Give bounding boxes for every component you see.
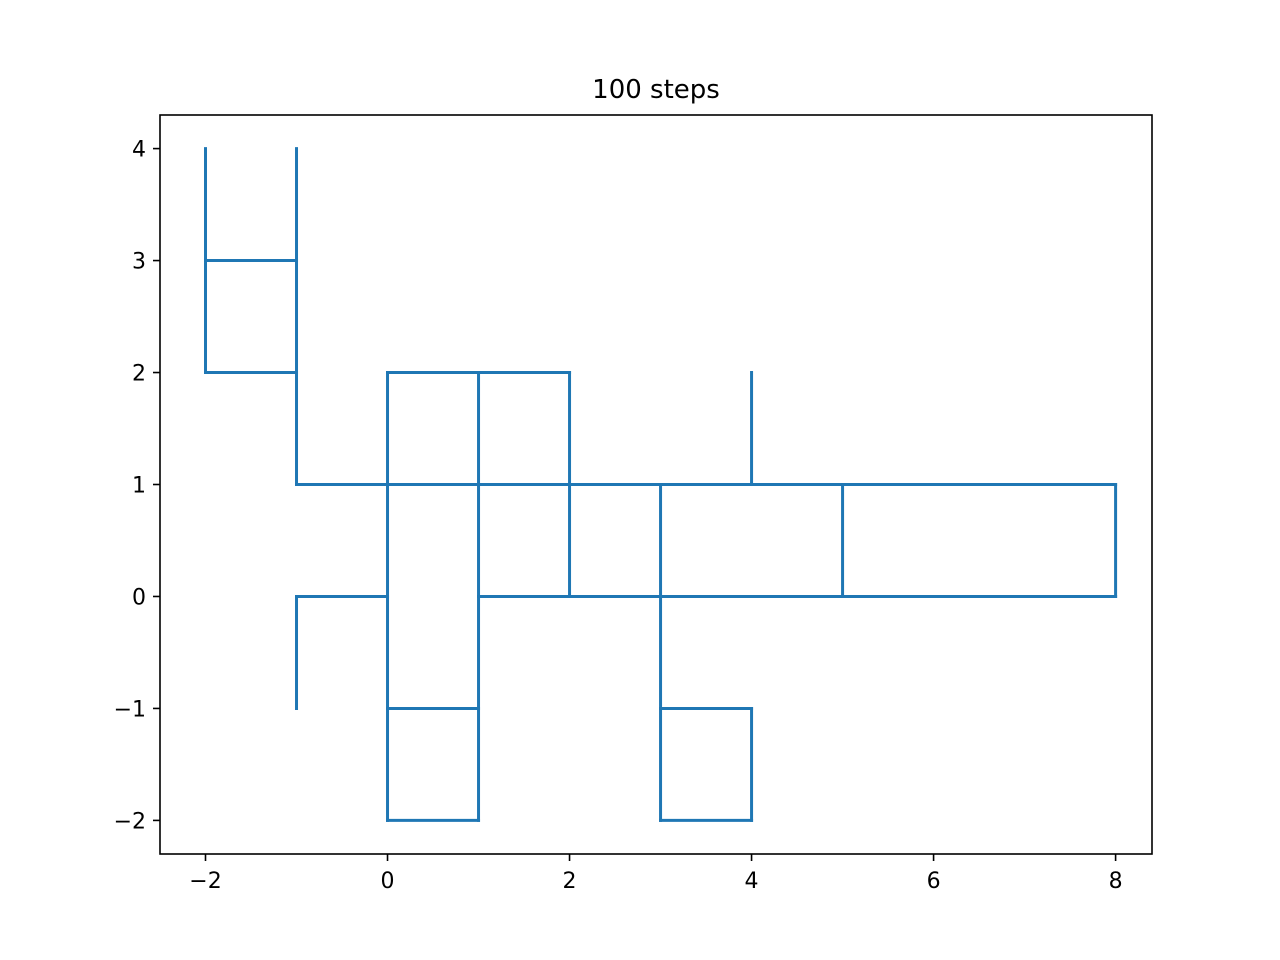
random-walk-path <box>204 147 1118 822</box>
x-tick-label: 2 <box>563 869 577 894</box>
y-axis: −2 −1 0 1 2 3 4 <box>114 138 160 834</box>
y-tick-label: 3 <box>132 250 146 275</box>
x-tick-label: 0 <box>381 869 395 894</box>
x-tick-label: 8 <box>1109 869 1123 894</box>
x-tick-label: −2 <box>189 869 221 894</box>
y-tick-label: 1 <box>132 474 146 499</box>
y-tick-label: 2 <box>132 362 146 387</box>
x-tick-label: 6 <box>927 869 941 894</box>
x-axis: −2 0 2 4 6 8 <box>189 854 1123 894</box>
y-tick-label: −1 <box>114 697 146 722</box>
y-tick-label: −2 <box>114 809 146 834</box>
x-tick-label: 4 <box>745 869 759 894</box>
y-tick-label: 4 <box>132 138 146 163</box>
chart-title: 100 steps <box>592 75 720 105</box>
y-tick-label: 0 <box>132 585 146 610</box>
